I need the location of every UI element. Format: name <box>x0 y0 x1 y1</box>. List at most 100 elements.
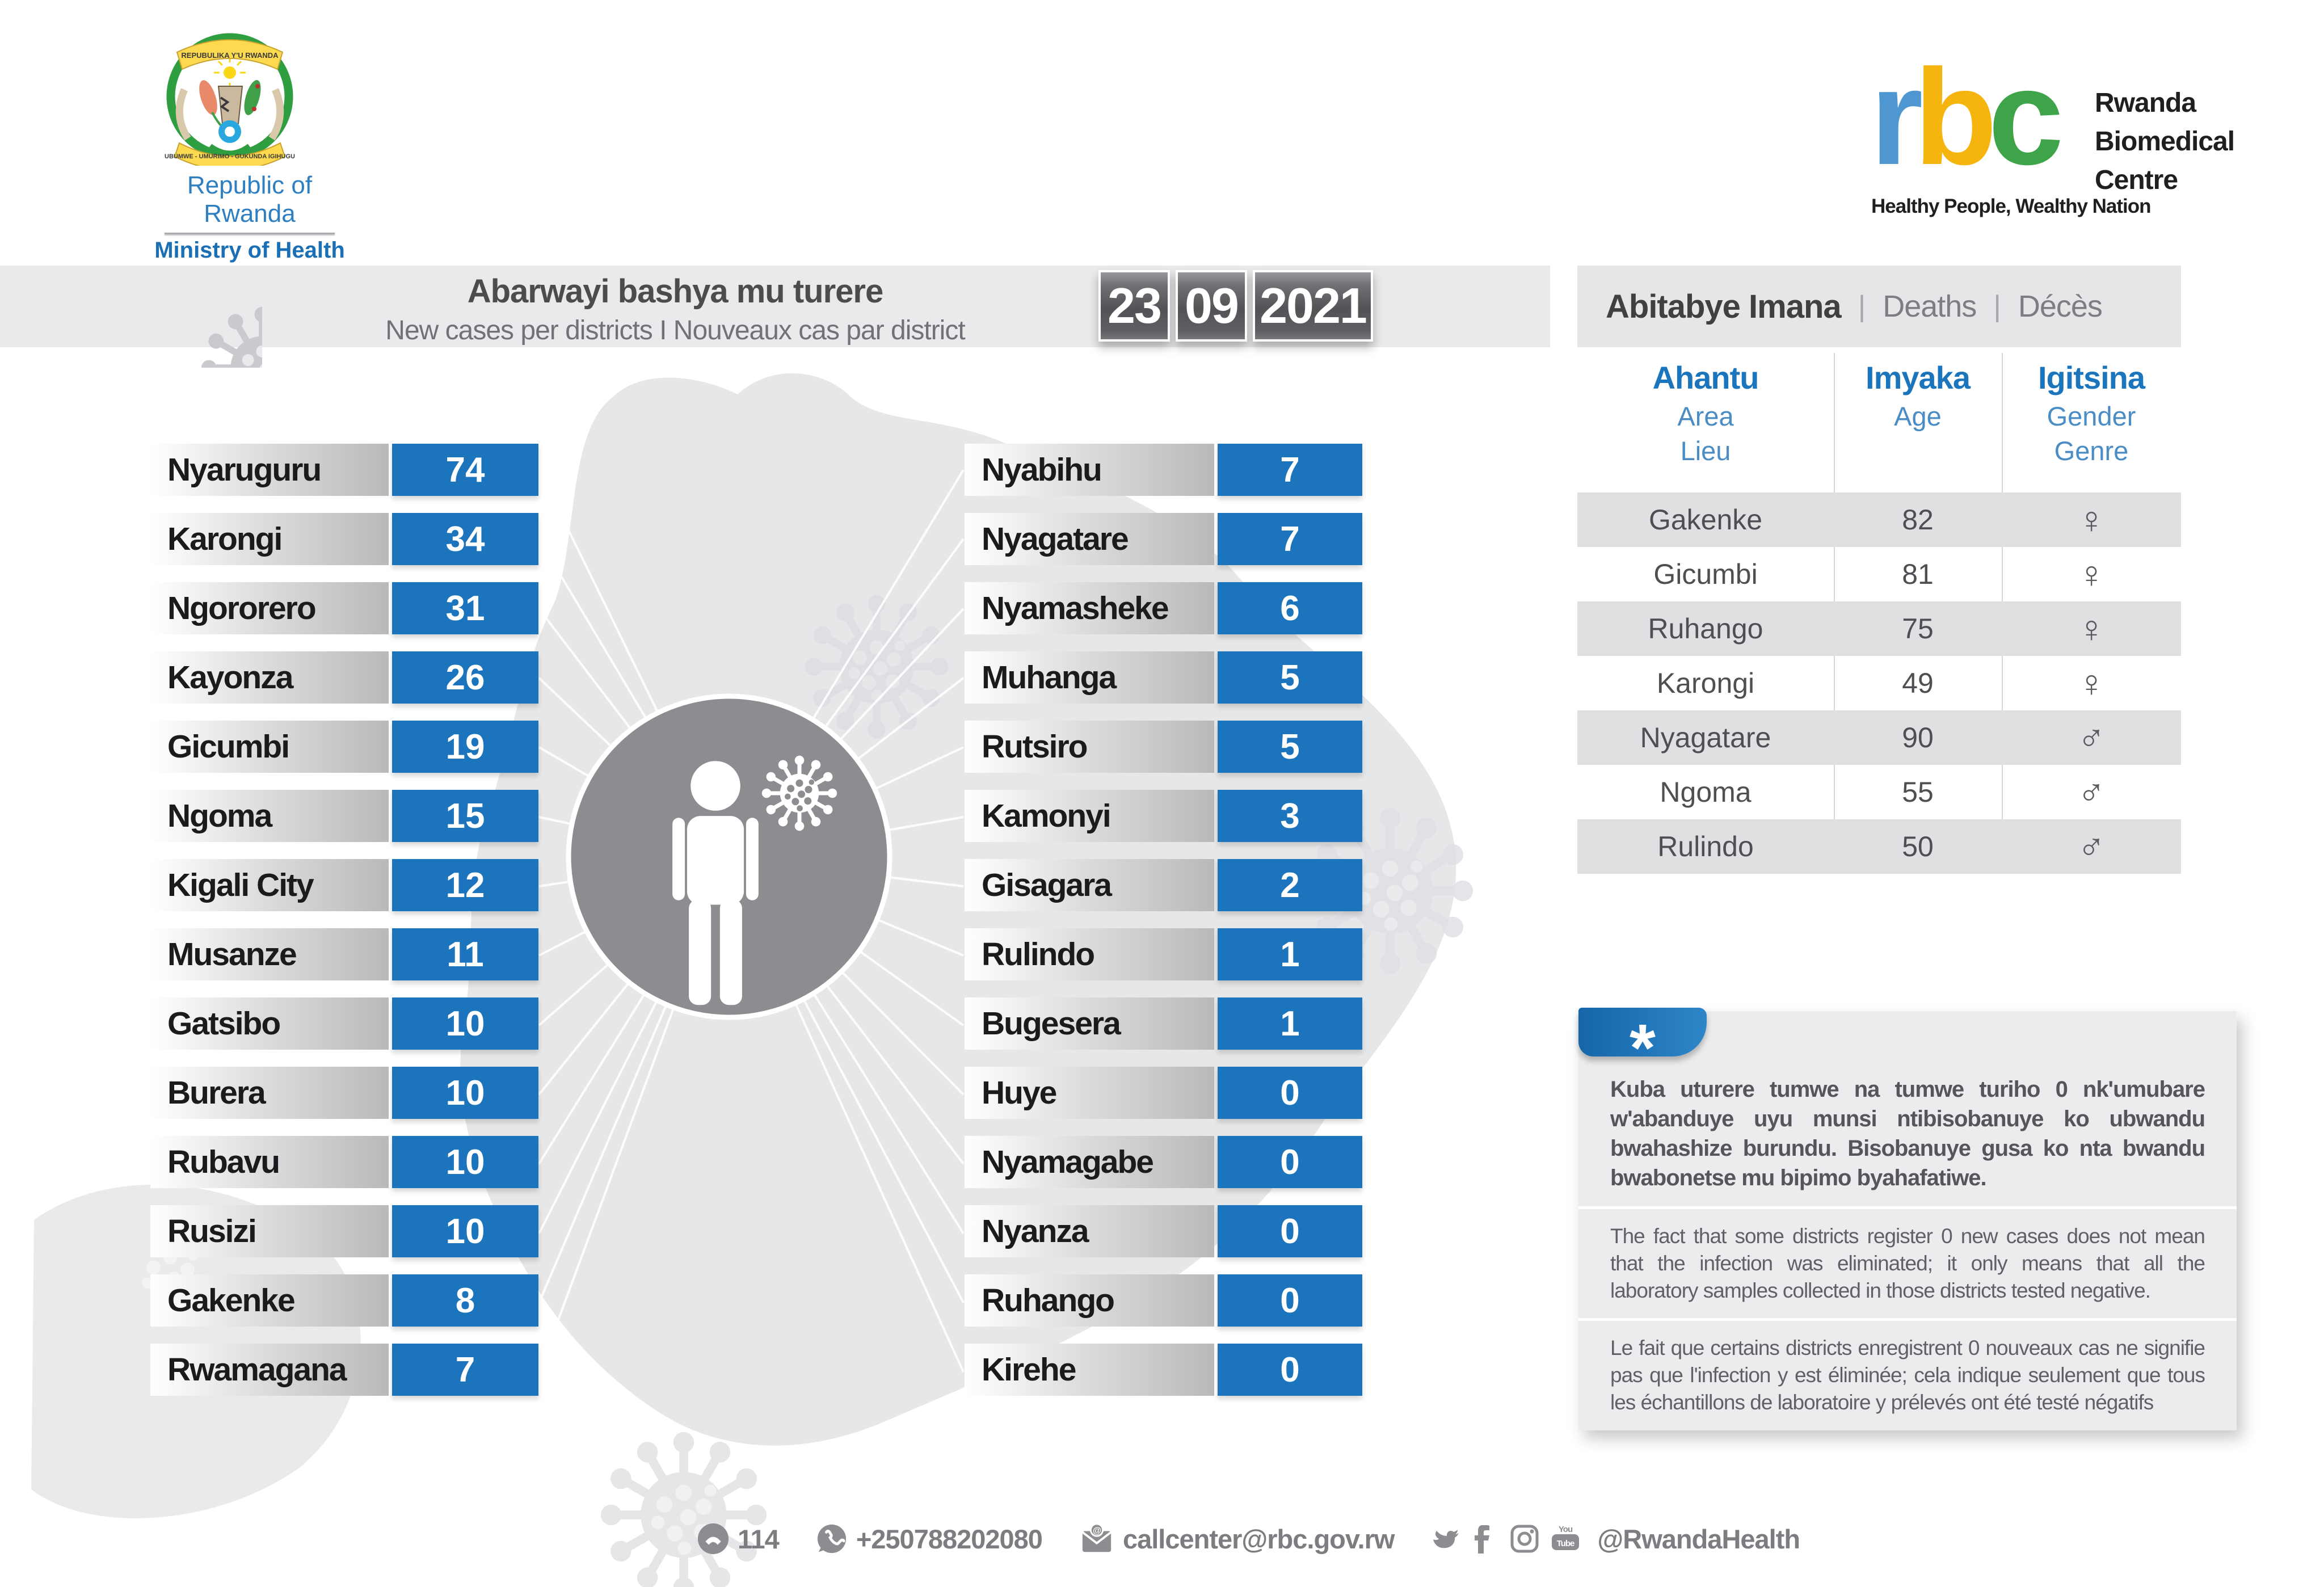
svg-text:You: You <box>1559 1525 1573 1534</box>
district-label: Gatsibo <box>150 997 389 1050</box>
district-label: Rwamagana <box>150 1344 389 1396</box>
district-label: Nyanza <box>965 1205 1214 1257</box>
death-area: Ruhango <box>1648 613 1763 645</box>
col-area-rw: Ahantu <box>1652 360 1759 395</box>
death-area: Gakenke <box>1648 504 1763 536</box>
gender-symbol: ♀ <box>2077 499 2106 541</box>
district-case-count: 12 <box>392 859 538 911</box>
district-label: Kamonyi <box>965 790 1214 842</box>
rbc-letter-c: c <box>1988 41 2064 193</box>
district-case-row: Kamonyi 3 <box>965 790 1363 842</box>
district-case-row: Rwamagana 7 <box>150 1344 542 1396</box>
arms-banner-top: REPUBULIKA Y'U RWANDA <box>181 51 279 60</box>
column-header-gender: Igitsina Gender Genre <box>2002 357 2181 468</box>
death-table-row: Gicumbi 81 ♀ <box>1577 547 2181 601</box>
district-label: Bugesera <box>965 997 1214 1050</box>
death-area: Gicumbi <box>1653 558 1758 590</box>
date-month: 09 <box>1176 270 1247 342</box>
district-case-row: Kigali City 12 <box>150 859 542 911</box>
gender-symbol: ♀ <box>2077 662 2106 704</box>
district-label: Rulindo <box>965 928 1214 980</box>
date-day: 23 <box>1098 270 1170 342</box>
deaths-panel-header: Abitabye Imana | Deaths | Décès <box>1577 266 2181 347</box>
facebook-icon <box>1475 1525 1490 1554</box>
district-case-count: 0 <box>1218 1067 1362 1119</box>
district-case-row: Nyamasheke 6 <box>965 582 1363 634</box>
district-case-count: 1 <box>1218 928 1362 980</box>
district-case-row: Gakenke 8 <box>150 1274 542 1327</box>
district-label: Muhanga <box>965 651 1214 704</box>
death-table-row: Nyagatare 90 ♂ <box>1577 710 2181 765</box>
rbc-tagline: Healthy People, Wealthy Nation <box>1871 195 2152 217</box>
deaths-title-fr: Décès <box>2018 289 2103 323</box>
district-case-count: 10 <box>392 1067 538 1119</box>
deaths-column-headers: Ahantu Area Lieu Imyaka Age Igitsina Gen… <box>1577 357 2181 468</box>
rbc-name-line3: Centre <box>2095 165 2178 196</box>
district-case-count: 5 <box>1218 721 1362 773</box>
social-handle: @RwandaHealth <box>1597 1523 1800 1554</box>
svg-text:@: @ <box>1093 1526 1101 1535</box>
district-case-row: Rubavu 10 <box>150 1136 542 1188</box>
col-age-rw: Imyaka <box>1866 360 1971 395</box>
separator: | <box>1858 290 1866 323</box>
divider <box>165 233 335 234</box>
rbc-logo: rbc <box>1870 49 2064 185</box>
col-gender-rw: Igitsina <box>2037 360 2145 395</box>
death-age: 82 <box>1902 504 1934 536</box>
district-case-row: Nyabihu 7 <box>965 444 1363 496</box>
death-age: 75 <box>1902 613 1934 645</box>
district-case-row: Rulindo 1 <box>965 928 1363 980</box>
district-case-row: Nyanza 0 <box>965 1205 1363 1257</box>
district-case-count: 10 <box>392 1136 538 1188</box>
district-label: Rusizi <box>150 1205 389 1257</box>
infected-person-graphic <box>566 693 892 1020</box>
date-year: 2021 <box>1253 270 1373 342</box>
district-case-count: 0 <box>1218 1344 1362 1396</box>
cases-list-right: Nyabihu 7 Nyagatare 7 Nyamasheke 6 Muhan… <box>965 444 1363 1413</box>
death-table-row: Ruhango 75 ♀ <box>1577 601 2181 656</box>
district-case-count: 15 <box>392 790 538 842</box>
district-label: Ruhango <box>965 1274 1214 1327</box>
district-case-count: 10 <box>392 997 538 1050</box>
death-area: Karongi <box>1656 667 1755 699</box>
note-section-rw: Kuba uturere tumwe na tumwe turiho 0 nk'… <box>1578 1011 2237 1206</box>
col-gender-fr: Genre <box>2054 435 2129 466</box>
death-area: Ngoma <box>1660 776 1752 808</box>
district-case-row: Burera 10 <box>150 1067 542 1119</box>
col-area-fr: Lieu <box>1680 435 1731 466</box>
deaths-table: Gakenke 82 ♀ Gicumbi 81 ♀ Ruhango 75 ♀ K… <box>1577 492 2181 874</box>
district-case-row: Ngororero 31 <box>150 582 542 634</box>
district-label: Ngoma <box>150 790 389 842</box>
district-label: Rutsiro <box>965 721 1214 773</box>
district-case-row: Kayonza 26 <box>150 651 542 704</box>
col-age-en: Age <box>1894 401 1942 431</box>
email-icon: @ <box>1081 1523 1112 1552</box>
district-label: Kirehe <box>965 1344 1214 1396</box>
district-case-row: Gatsibo 10 <box>150 997 542 1050</box>
rbc-letter-b: b <box>1914 41 1997 193</box>
district-case-count: 7 <box>392 1344 538 1396</box>
district-case-count: 31 <box>392 582 538 634</box>
rwanda-coat-of-arms: REPUBULIKA Y'U RWANDA UBUMWE - UMURIMO -… <box>165 33 295 166</box>
district-case-count: 34 <box>392 513 538 565</box>
country-name: Republic of Rwanda <box>187 171 313 228</box>
note-text-kinyarwanda: Kuba uturere tumwe na tumwe turiho 0 nk'… <box>1610 1077 2205 1190</box>
district-case-count: 74 <box>392 444 538 496</box>
whatsapp-icon <box>817 1524 846 1554</box>
district-label: Ngororero <box>150 582 389 634</box>
district-label: Karongi <box>150 513 389 565</box>
death-age: 81 <box>1902 558 1934 590</box>
title-kinyarwanda: Abarwayi bashya mu turere <box>467 273 884 310</box>
note-section-en: The fact that some districts register 0 … <box>1578 1206 2237 1318</box>
district-case-count: 26 <box>392 651 538 704</box>
svg-text:Tube: Tube <box>1557 1539 1574 1548</box>
district-case-row: Ngoma 15 <box>150 790 542 842</box>
arms-banner-bottom: UBUMWE - UMURIMO - GUKUNDA IGIHUGU <box>165 153 295 160</box>
district-case-row: Kirehe 0 <box>965 1344 1363 1396</box>
report-date: 23 09 2021 <box>1098 270 1373 342</box>
hotline-number: 114 <box>738 1523 780 1554</box>
gender-symbol: ♀ <box>2077 608 2106 650</box>
death-table-row: Ngoma 55 ♂ <box>1577 765 2181 819</box>
district-case-count: 7 <box>1218 444 1362 496</box>
